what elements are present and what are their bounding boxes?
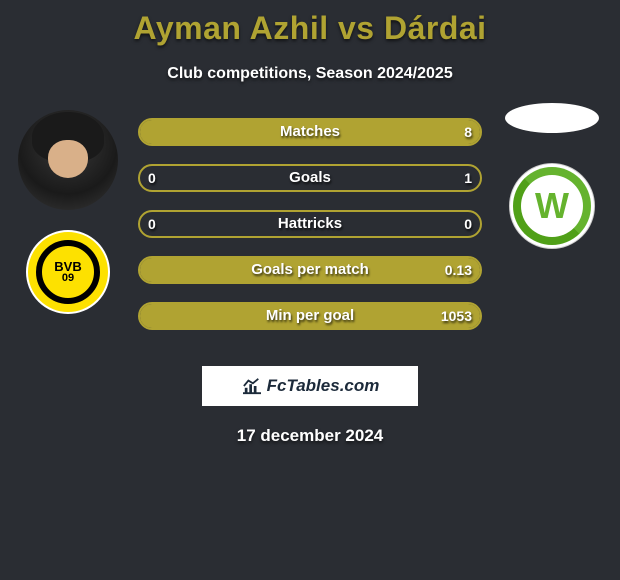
stat-bar: Goals per match0.13 <box>138 256 482 284</box>
stat-label: Matches <box>140 120 480 144</box>
wolfsburg-ring: W <box>513 167 591 245</box>
wolfsburg-w-icon: W <box>535 188 569 224</box>
club-logo-left: BVB09 <box>26 230 110 314</box>
stat-bar: 0Hattricks0 <box>138 210 482 238</box>
stat-bar: 0Goals1 <box>138 164 482 192</box>
chart-icon <box>241 377 263 395</box>
club-logo-right: W <box>509 163 595 249</box>
left-player-column: BVB09 <box>8 110 128 314</box>
bvb-emblem: BVB09 <box>36 240 100 304</box>
stat-bar: Matches8 <box>138 118 482 146</box>
stat-value-right: 1 <box>464 166 472 190</box>
player-photo-right-placeholder <box>505 103 599 133</box>
page-title: Ayman Azhil vs Dárdai <box>0 0 620 47</box>
subtitle: Club competitions, Season 2024/2025 <box>0 65 620 83</box>
watermark-text: FcTables.com <box>267 376 380 396</box>
stat-value-right: 8 <box>464 120 472 144</box>
stat-value-right: 0 <box>464 212 472 236</box>
player-photo-left <box>18 110 118 210</box>
watermark: FcTables.com <box>202 366 418 406</box>
stat-bar: Min per goal1053 <box>138 302 482 330</box>
stat-label: Hattricks <box>140 212 480 236</box>
stat-value-right: 0.13 <box>445 258 472 282</box>
stat-label: Min per goal <box>140 304 480 328</box>
comparison-panel: BVB09 W Matches80Goals10Hattricks0Goals … <box>0 118 620 358</box>
stat-value-right: 1053 <box>441 304 472 328</box>
date-label: 17 december 2024 <box>0 426 620 446</box>
stat-label: Goals per match <box>140 258 480 282</box>
stat-bars: Matches80Goals10Hattricks0Goals per matc… <box>138 118 482 348</box>
right-player-column: W <box>492 103 612 249</box>
stat-label: Goals <box>140 166 480 190</box>
